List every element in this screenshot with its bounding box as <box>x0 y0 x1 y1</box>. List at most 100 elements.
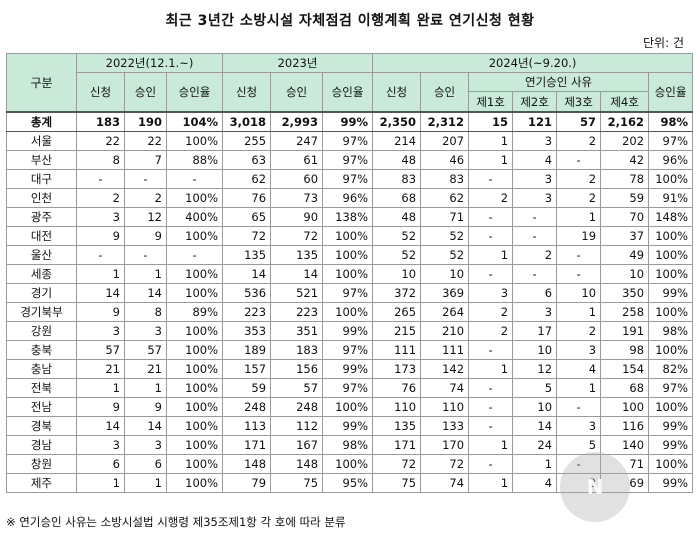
header-2023-approve: 승인 <box>270 72 324 113</box>
value-cell: 9 <box>76 397 125 417</box>
value-cell: 97% <box>322 131 374 151</box>
value-cell: 100% <box>648 397 694 417</box>
value-cell: 3 <box>76 435 125 455</box>
value-cell: 183 <box>76 111 125 132</box>
value-cell: 62 <box>222 169 272 189</box>
region-cell: 울산 <box>6 245 77 265</box>
value-cell: 9 <box>76 302 125 322</box>
header-2022-apply: 신청 <box>76 72 125 113</box>
value-cell: - <box>468 397 514 417</box>
table-row: 인천 2 2 100% 76 73 96% 68 62 2 3 2 59 91% <box>6 188 694 208</box>
value-cell: 98% <box>322 435 374 455</box>
value-cell: 100% <box>165 416 224 436</box>
value-cell: 372 <box>372 283 422 303</box>
value-cell: 17 <box>512 321 558 341</box>
region-cell: 제주 <box>6 473 77 493</box>
value-cell: 14 <box>222 264 272 284</box>
value-cell: 100% <box>165 359 224 379</box>
value-cell: 1 <box>76 378 125 398</box>
table-row: 부산 8 7 88% 63 61 97% 48 46 1 4-42 96% <box>6 150 694 170</box>
value-cell: 97% <box>322 378 374 398</box>
value-cell: 2,312 <box>420 111 470 132</box>
value-cell: 4 <box>556 359 602 379</box>
table-row: 서울 22 22 100% 255 247 97% 214 207 1 3 2 202 97% <box>6 131 694 151</box>
value-cell: 21 <box>124 359 167 379</box>
value-cell: - <box>556 397 602 417</box>
value-cell: 3 <box>124 321 167 341</box>
value-cell: 2 <box>468 321 514 341</box>
header-year-2022: 2022년(12.1.~) <box>75 53 224 73</box>
table-row: 창원 6 6 100% 148 148 100% 72 72-1-71 100% <box>6 454 694 474</box>
value-cell: 223 <box>270 302 324 322</box>
value-cell: 97% <box>322 150 374 170</box>
value-cell: 75 <box>372 473 422 493</box>
table-row: 경북 14 14 100% 113 112 99% 135 133-14 3 116 99% <box>6 416 694 436</box>
table-row: 경남 3 3 100% 171 167 98% 171 170 1 24 5 140 99% <box>6 435 694 455</box>
value-cell: 1 <box>468 473 514 493</box>
value-cell: 100% <box>322 264 374 284</box>
value-cell: 10 <box>556 283 602 303</box>
value-cell: 400% <box>165 207 224 227</box>
value-cell: 215 <box>372 321 422 341</box>
value-cell: 1 <box>76 264 125 284</box>
value-cell: 91% <box>648 188 694 208</box>
value-cell: 10 <box>372 264 422 284</box>
value-cell: 1 <box>512 454 558 474</box>
value-cell: - <box>76 169 125 189</box>
value-cell: 6 <box>76 454 125 474</box>
value-cell: 75 <box>270 473 324 493</box>
value-cell: - <box>512 207 558 227</box>
value-cell: 72 <box>420 454 470 474</box>
value-cell: - <box>556 264 602 284</box>
value-cell: 4 <box>512 473 558 493</box>
value-cell: 48 <box>372 150 422 170</box>
value-cell: 3 <box>512 302 558 322</box>
value-cell: 2,993 <box>270 111 324 132</box>
watermark-logo: N <box>560 452 630 522</box>
value-cell: 99% <box>322 111 374 132</box>
value-cell: 97% <box>648 131 694 151</box>
value-cell: 82% <box>648 359 694 379</box>
table-row: 경기 14 14 100% 536 521 97% 372 369 3 6 10 350 99% <box>6 283 694 303</box>
region-cell: 서울 <box>6 131 77 151</box>
value-cell: 140 <box>600 435 650 455</box>
value-cell: 15 <box>468 111 514 132</box>
value-cell: 59 <box>222 378 272 398</box>
value-cell: 100% <box>165 283 224 303</box>
value-cell: - <box>556 245 602 265</box>
value-cell: 14 <box>512 416 558 436</box>
value-cell: 112 <box>270 416 324 436</box>
value-cell: 10 <box>512 397 558 417</box>
value-cell: 100% <box>165 226 224 246</box>
value-cell: 121 <box>512 111 558 132</box>
value-cell: - <box>512 264 558 284</box>
value-cell: - <box>512 226 558 246</box>
value-cell: 14 <box>270 264 324 284</box>
value-cell: 116 <box>600 416 650 436</box>
value-cell: 2 <box>556 169 602 189</box>
region-cell: 충북 <box>6 340 77 360</box>
value-cell: 68 <box>372 188 422 208</box>
value-cell: 173 <box>372 359 422 379</box>
value-cell: 14 <box>124 283 167 303</box>
value-cell: 57 <box>124 340 167 360</box>
value-cell: 171 <box>372 435 422 455</box>
value-cell: 46 <box>420 150 470 170</box>
value-cell: - <box>468 264 514 284</box>
value-cell: 83 <box>372 169 422 189</box>
value-cell: 10 <box>600 264 650 284</box>
value-cell: 52 <box>420 245 470 265</box>
value-cell: 1 <box>556 207 602 227</box>
value-cell: 100% <box>165 397 224 417</box>
value-cell: 98 <box>600 340 650 360</box>
value-cell: 113 <box>222 416 272 436</box>
value-cell: 350 <box>600 283 650 303</box>
value-cell: 2 <box>468 188 514 208</box>
value-cell: 100% <box>648 226 694 246</box>
table-row: 세종 1 1 100% 14 14 100% 10 10- - -10 100% <box>6 264 694 284</box>
region-cell: 경기북부 <box>6 302 77 322</box>
value-cell: 57 <box>270 378 324 398</box>
value-cell: 1 <box>468 245 514 265</box>
value-cell: 59 <box>600 188 650 208</box>
value-cell: 52 <box>372 245 422 265</box>
